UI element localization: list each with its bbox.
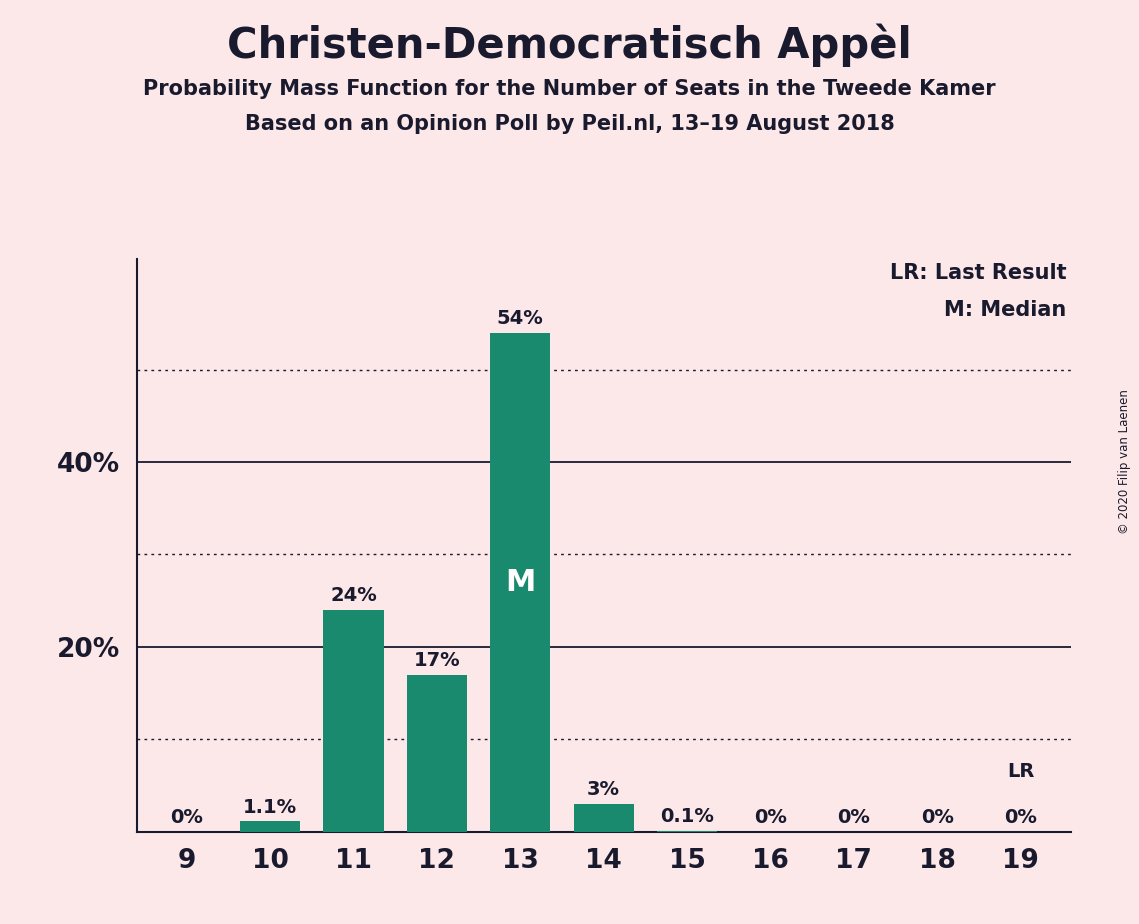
Text: Christen-Democratisch Appèl: Christen-Democratisch Appèl (227, 23, 912, 67)
Text: M: M (505, 567, 535, 597)
Bar (657, 831, 718, 832)
Text: 17%: 17% (413, 650, 460, 670)
Text: 0%: 0% (170, 808, 203, 827)
Text: 0%: 0% (837, 808, 870, 827)
Text: 0.1%: 0.1% (661, 807, 714, 826)
Text: 24%: 24% (330, 586, 377, 605)
Text: LR: Last Result: LR: Last Result (890, 263, 1066, 284)
Bar (407, 675, 467, 832)
Text: 0%: 0% (1005, 808, 1038, 827)
Bar (323, 610, 384, 832)
Text: 54%: 54% (497, 309, 543, 328)
Text: M: Median: M: Median (944, 300, 1066, 321)
Bar (240, 821, 300, 832)
Bar (490, 333, 550, 832)
Text: LR: LR (1007, 761, 1034, 781)
Bar (574, 804, 633, 832)
Text: Based on an Opinion Poll by Peil.nl, 13–19 August 2018: Based on an Opinion Poll by Peil.nl, 13–… (245, 114, 894, 134)
Text: 1.1%: 1.1% (243, 797, 297, 817)
Text: Probability Mass Function for the Number of Seats in the Tweede Kamer: Probability Mass Function for the Number… (144, 79, 995, 99)
Text: © 2020 Filip van Laenen: © 2020 Filip van Laenen (1118, 390, 1131, 534)
Text: 0%: 0% (920, 808, 953, 827)
Text: 3%: 3% (588, 780, 620, 799)
Text: 0%: 0% (754, 808, 787, 827)
